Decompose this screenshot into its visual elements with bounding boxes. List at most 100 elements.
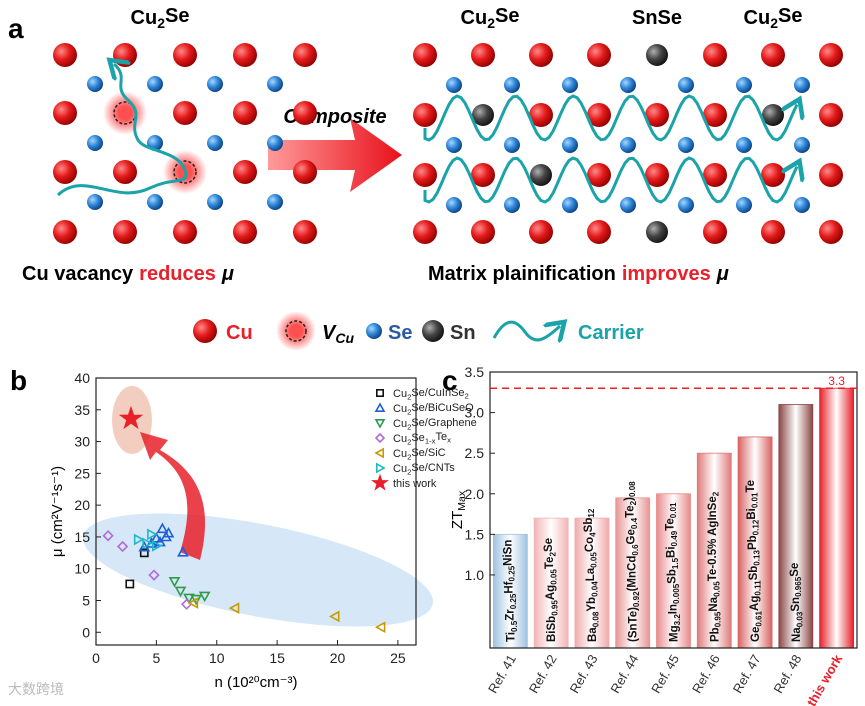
caption-part: reduces	[139, 263, 216, 285]
cu-atom	[819, 220, 843, 244]
cu-atom	[113, 160, 137, 184]
legend-carrier	[492, 322, 560, 340]
se-atom	[736, 137, 752, 153]
legend-label: Cu2Se1-xTex	[393, 431, 451, 446]
trend-arrow	[140, 432, 206, 560]
x-tick-label: this work	[804, 651, 846, 706]
y-tick-label: 1.5	[465, 526, 485, 542]
legend-text: Sn	[450, 322, 476, 344]
cu-atom	[471, 220, 495, 244]
cu-atom	[819, 43, 843, 67]
legend-cu	[193, 319, 217, 343]
legend-marker	[375, 462, 386, 474]
vacancy	[173, 160, 197, 184]
cu-atom	[587, 220, 611, 244]
cu-atom	[587, 43, 611, 67]
x-tick-label: Ref. 43	[567, 652, 601, 696]
caption: Cu vacancy reduces μ	[22, 263, 234, 285]
data-point	[102, 530, 114, 542]
bar-label: Pb0.95Na0.05Te-0.5% AgInSe2	[707, 491, 722, 642]
se-atom	[87, 194, 103, 210]
cu-atom	[703, 220, 727, 244]
cu-atom	[471, 43, 495, 67]
se-atom	[87, 135, 103, 151]
legend-text: Cu	[226, 322, 253, 344]
x-tick-label: Ref. 44	[607, 652, 641, 696]
cu-atom	[529, 43, 553, 67]
legend-text: VCu	[322, 322, 354, 346]
plot-frame	[95, 377, 417, 646]
legend-label: Cu2Se/CuInSe2	[393, 387, 469, 401]
bar-label: BiSb0.95Ag0.05Te2Se	[543, 538, 560, 642]
x-tick-label: Ref. 42	[526, 652, 560, 696]
cu-atom	[819, 103, 843, 127]
x-tick-label: 5	[152, 650, 160, 666]
cu-atom	[53, 43, 77, 67]
y-tick-label: 3.5	[465, 364, 485, 380]
data-point	[116, 540, 129, 553]
se-atom	[562, 137, 578, 153]
x-tick-label: 10	[209, 650, 225, 666]
bar	[819, 387, 855, 649]
legend-label: Cu2Se/Graphene	[393, 417, 477, 431]
reference-label: 3.3	[828, 374, 845, 388]
legend-vacancy	[276, 311, 316, 351]
se-atom	[207, 194, 223, 210]
plot-frame	[489, 371, 858, 649]
cu-atom	[587, 163, 611, 187]
y-tick-label: 25	[74, 465, 90, 481]
data-point	[177, 546, 189, 557]
bar	[737, 436, 773, 649]
y-tick-label: 1.0	[465, 567, 485, 583]
caption-part: Cu vacancy	[22, 263, 134, 285]
se-atom	[736, 77, 752, 93]
data-point	[328, 610, 340, 623]
se-atom	[794, 77, 810, 93]
cu-atom	[703, 163, 727, 187]
se-atom	[446, 77, 462, 93]
se-atom	[736, 197, 752, 213]
x-tick-label: Ref. 46	[689, 652, 723, 696]
y-tick-label: 20	[74, 497, 90, 513]
se-atom	[504, 197, 520, 213]
y-axis-label: μ (cm²V⁻¹s⁻¹)	[49, 466, 66, 557]
panel-letter: a	[8, 13, 24, 44]
lattice-title: Cu2Se	[461, 5, 520, 31]
cu-atom	[293, 101, 317, 125]
lattice-title: Cu2Se	[131, 5, 190, 31]
watermark: 大数跨境	[8, 681, 64, 697]
carrier-path	[423, 156, 797, 204]
panel-letter: b	[10, 365, 27, 396]
cu-atom	[645, 163, 669, 187]
sn-atom	[646, 221, 668, 243]
y-tick-label: 2.0	[465, 486, 485, 502]
legend-label: this work	[393, 478, 437, 490]
cu-atom	[819, 163, 843, 187]
data-point	[133, 533, 145, 546]
lattice-title: SnSe	[632, 7, 682, 29]
bar-label: (SnTe)0.92(MnCd0.6Ge0.4Te2)0.08	[624, 481, 642, 642]
bar-label: Ti0.5Zr0.25Hf0.25NiSn	[502, 540, 519, 642]
caption-part: improves	[622, 263, 711, 285]
data-point	[156, 522, 169, 534]
cu-atom	[471, 163, 495, 187]
legend-sn	[422, 320, 444, 342]
se-atom	[267, 135, 283, 151]
se-atom	[446, 197, 462, 213]
se-atom	[504, 137, 520, 153]
cu-atom	[413, 220, 437, 244]
y-tick-label: 2.5	[465, 445, 485, 461]
cu-atom	[233, 101, 257, 125]
bar	[492, 533, 528, 649]
cu-atom	[703, 103, 727, 127]
x-tick-label: Ref. 45	[648, 652, 682, 696]
cu-atom	[413, 43, 437, 67]
data-point	[150, 532, 163, 543]
lattice	[53, 43, 843, 244]
cu-atom	[53, 220, 77, 244]
cu-atom	[173, 220, 197, 244]
cu-atom	[53, 101, 77, 125]
sn-atom	[646, 44, 668, 66]
carrier-path	[56, 64, 188, 197]
caption: Matrix plainification improves μ	[428, 263, 729, 285]
